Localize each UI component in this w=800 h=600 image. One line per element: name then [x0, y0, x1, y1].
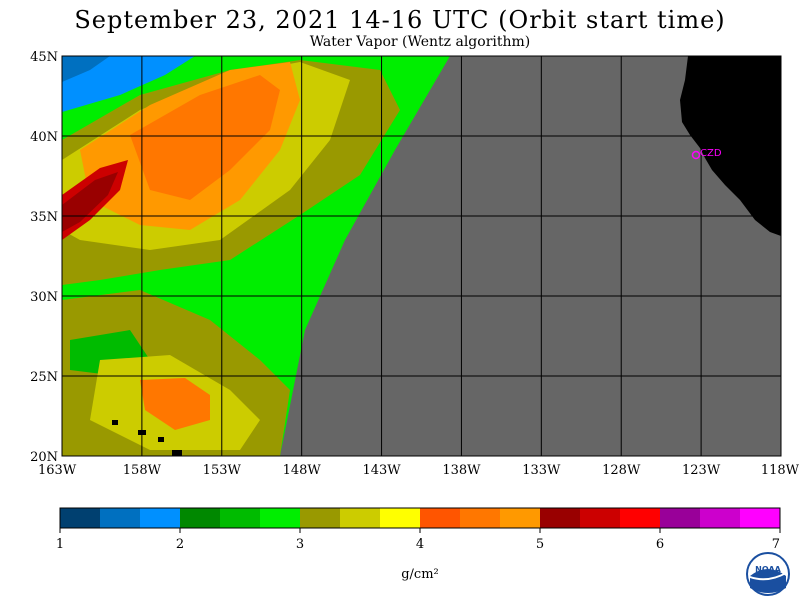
lat-label: 40N — [30, 130, 58, 145]
lat-label: 20N — [30, 450, 58, 465]
colorbar-swatch — [580, 508, 620, 528]
island-1 — [112, 420, 118, 425]
vapor-band-orange-south — [140, 378, 210, 430]
island-4 — [172, 450, 182, 456]
colorbar-tick-label: 6 — [656, 537, 664, 552]
colorbar-swatch — [460, 508, 500, 528]
vapor-band-bright-orange — [130, 75, 280, 200]
colorbar-tick-label: 2 — [176, 537, 184, 552]
graticule — [62, 56, 781, 456]
colorbar-swatch — [260, 508, 300, 528]
vapor-band-darkblue — [62, 56, 110, 82]
colorbar-swatch — [180, 508, 220, 528]
vapor-band-darkred — [62, 172, 118, 232]
colorbar-swatch — [300, 508, 340, 528]
colorbar-swatch — [60, 508, 100, 528]
colorbar-tick-label: 5 — [536, 537, 544, 552]
page-title: September 23, 2021 14-16 UTC (Orbit star… — [74, 6, 726, 34]
lat-label: 25N — [30, 370, 58, 385]
colorbar-tick-label: 4 — [416, 537, 424, 552]
lon-label: 133W — [522, 463, 561, 478]
lon-label: 123W — [682, 463, 721, 478]
station-label: CZD — [700, 148, 722, 159]
colorbar-swatch — [620, 508, 660, 528]
lon-label: 163W — [38, 463, 77, 478]
colorbar-tick-label: 1 — [56, 537, 64, 552]
lon-label: 128W — [602, 463, 641, 478]
lat-label: 35N — [30, 210, 58, 225]
lon-label: 153W — [203, 463, 242, 478]
lon-label: 143W — [362, 463, 401, 478]
noaa-logo-text: NOAA — [755, 565, 781, 574]
colorbar-swatch — [700, 508, 740, 528]
lat-label: 30N — [30, 290, 58, 305]
colorbar-swatch — [220, 508, 260, 528]
colorbar-swatch — [140, 508, 180, 528]
land-north-america — [680, 56, 781, 236]
colorbar-tick-label: 3 — [296, 537, 304, 552]
colorbar-swatch — [540, 508, 580, 528]
lat-label: 45N — [30, 50, 58, 65]
water-vapor-swath — [62, 56, 450, 456]
colorbar-unit-label: g/cm² — [401, 567, 439, 582]
plot-border — [61, 55, 782, 457]
map-plot-area — [62, 56, 781, 456]
longitude-labels: 163W 158W 153W 148W 143W 138W 133W 128W 123W 118W — [38, 463, 800, 478]
colorbar-swatch — [660, 508, 700, 528]
station-icon — [691, 150, 701, 160]
colorbar-swatch — [500, 508, 540, 528]
colorbar-swatch — [740, 508, 780, 528]
lon-label: 158W — [123, 463, 162, 478]
colorbar-swatch — [420, 508, 460, 528]
colorbar-swatch — [380, 508, 420, 528]
latitude-labels: 45N 40N 35N 30N 25N 20N — [30, 50, 58, 465]
colorbar-swatch — [340, 508, 380, 528]
lon-label: 138W — [442, 463, 481, 478]
colorbar-swatch — [100, 508, 140, 528]
island-3 — [158, 437, 164, 442]
noaa-logo: NOAA — [746, 552, 790, 596]
lon-label: 148W — [283, 463, 322, 478]
lon-label: 118W — [761, 463, 800, 478]
page-subtitle: Water Vapor (Wentz algorithm) — [309, 34, 531, 50]
colorbar — [59, 507, 781, 529]
colorbar-tick-label: 7 — [772, 537, 780, 552]
vapor-band-blue — [62, 56, 195, 112]
colorbar-tick-labels: 1 2 3 4 5 6 7 — [56, 528, 781, 552]
station-marker: CZD — [691, 148, 722, 160]
